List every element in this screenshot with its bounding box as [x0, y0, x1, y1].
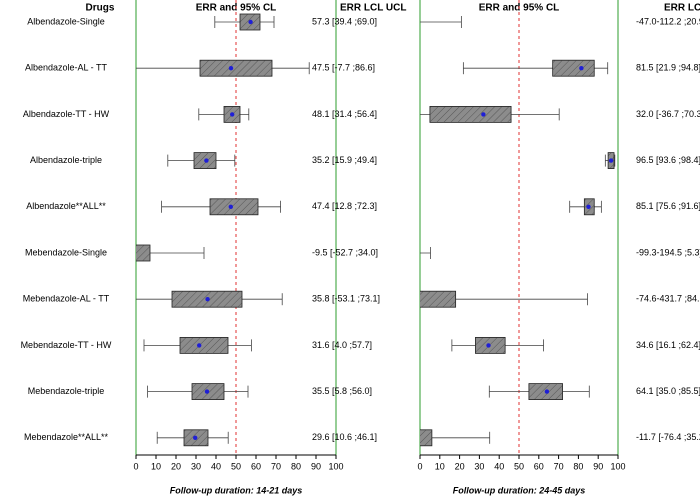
x-tick-label: 70	[271, 461, 281, 471]
point-estimate	[486, 343, 491, 348]
row-label: Mebendazole-AL - TT	[23, 294, 110, 304]
point-estimate	[221, 251, 225, 255]
x-tick-label: 80	[573, 461, 583, 471]
point-estimate	[608, 158, 614, 163]
x-tick-label: 0	[133, 461, 138, 471]
plot-area	[221, 16, 616, 447]
x-tick-label: 0	[417, 461, 422, 471]
value-label: -47.0-112.2 ;20.9]	[636, 16, 700, 26]
row-header: Drugs	[86, 3, 115, 14]
value-label: -74.6-431.7 ;84.6]	[636, 294, 700, 304]
point-estimate	[204, 158, 209, 163]
x-tick-label: 90	[593, 461, 603, 471]
box-hatch	[420, 429, 432, 446]
x-tick-label: 30	[191, 461, 201, 471]
point-estimate	[228, 204, 233, 209]
value-label: 64.1 [35.0 ;85.5]	[636, 386, 700, 396]
point-estimate	[205, 297, 210, 302]
value-label: 96.5 [93.6 ;98.4]	[636, 155, 700, 165]
row-label: Albendazole-Single	[27, 16, 105, 26]
value-label: 57.3 [39.4 ;69.0]	[312, 16, 377, 26]
point-estimate	[395, 436, 399, 440]
row-label: Albendazole**ALL**	[26, 201, 106, 211]
box-hatch	[210, 198, 258, 215]
row-label: Albendazole-AL - TT	[25, 63, 108, 73]
row-label: Mebendazole**ALL**	[24, 432, 109, 442]
value-label: 29.6 [10.6 ;46.1]	[312, 432, 377, 442]
box-hatch	[200, 60, 272, 77]
point-estimate	[248, 19, 253, 25]
x-tick-label: 50	[231, 461, 241, 471]
point-estimate	[197, 343, 202, 348]
point-estimate	[481, 112, 486, 117]
box-hatch	[180, 337, 228, 354]
value-label: 85.1 [75.6 ;91.6]	[636, 201, 700, 211]
row-label: Albendazole-TT - HW	[23, 109, 110, 119]
value-label: 47.4 [12.8 ;72.3]	[312, 201, 377, 211]
x-tick-label: 50	[514, 461, 524, 471]
x-tick-label: 20	[171, 461, 181, 471]
value-label: 35.2 [15.9 ;49.4]	[312, 155, 377, 165]
point-estimate	[544, 389, 550, 394]
value-label: -11.7 [-76.4 ;35.2]	[636, 432, 700, 442]
row-label: Mebendazole-triple	[28, 386, 105, 396]
value-label: 35.5 [5.8 ;56.0]	[312, 386, 372, 396]
x-tick-label: 40	[494, 461, 504, 471]
x-tick-label: 60	[251, 461, 261, 471]
box-hatch	[136, 245, 150, 261]
x-tick-label: 40	[211, 461, 221, 471]
value-label: 47.5 [-7.7 ;86.6]	[312, 63, 375, 73]
value-label: 34.6 [16.1 ;62.4]	[636, 340, 700, 350]
value-label: 32.0 [-36.7 ;70.3]	[636, 109, 700, 119]
point-estimate	[579, 66, 584, 71]
x-tick-label: 10	[151, 461, 161, 471]
x-axis-label: Follow-up duration: 14-21 days	[170, 485, 303, 495]
value-label: 48.1 [31.4 ;56.4]	[312, 109, 377, 119]
stats-header: ERR LCL UCL	[340, 3, 406, 14]
row-label: Albendazole-triple	[30, 155, 102, 165]
x-axis-label: Follow-up duration: 24-45 days	[453, 485, 586, 495]
x-tick-label: 100	[328, 461, 343, 471]
x-tick-label: 70	[554, 461, 564, 471]
value-label: 35.8 [-53.1 ;73.1]	[312, 294, 380, 304]
value-label: 81.5 [21.9 ;94.8]	[636, 63, 700, 73]
box-hatch	[552, 60, 595, 77]
box-hatch	[420, 291, 456, 308]
row-label: Mebendazole-Single	[25, 247, 107, 257]
x-tick-label: 100	[610, 461, 625, 471]
x-tick-label: 30	[474, 461, 484, 471]
box-hatch	[429, 106, 512, 123]
stats-header: ERR LCL UCL	[664, 3, 700, 14]
point-estimate	[204, 389, 210, 394]
point-estimate	[586, 204, 591, 209]
x-tick-label: 10	[435, 461, 445, 471]
point-estimate	[228, 66, 234, 71]
point-estimate	[193, 435, 198, 440]
value-label: -99.3-194.5 ;5.3]	[636, 247, 700, 257]
x-tick-label: 90	[311, 461, 321, 471]
value-label: -9.5 [-52.7 ;34.0]	[312, 247, 378, 257]
point-estimate	[230, 112, 235, 117]
x-tick-label: 20	[455, 461, 465, 471]
plot-area	[115, 13, 310, 447]
value-label: 31.6 [4.0 ;57.7]	[312, 340, 372, 350]
row-label: Mebendazole-TT - HW	[21, 340, 112, 350]
x-tick-label: 80	[291, 461, 301, 471]
x-tick-label: 60	[534, 461, 544, 471]
point-estimate	[115, 251, 119, 255]
